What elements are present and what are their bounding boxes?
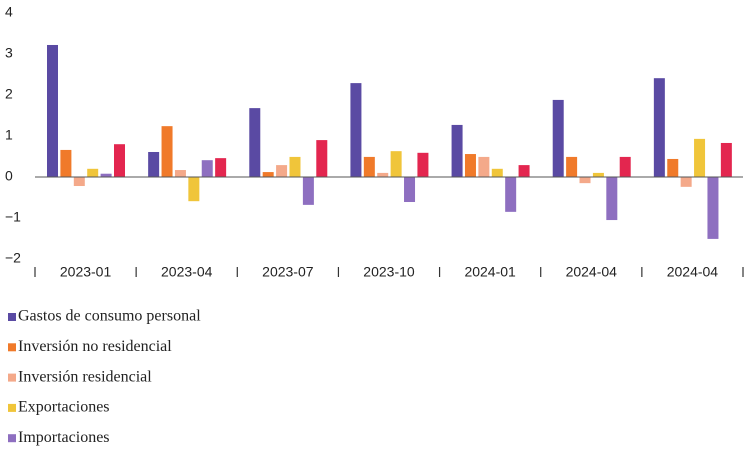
legend-label: Gastos de consumo personal xyxy=(18,308,201,325)
bar xyxy=(720,142,732,177)
bar xyxy=(161,126,173,177)
y-tick-label: 3 xyxy=(5,45,13,61)
y-tick-label: 2 xyxy=(5,86,13,102)
x-tick-label: 2023-10 xyxy=(363,264,415,280)
bar xyxy=(249,108,261,177)
bar xyxy=(100,173,112,177)
legend-swatch xyxy=(8,373,16,382)
bar xyxy=(694,138,706,177)
y-tick-label: −1 xyxy=(5,209,21,225)
legend-swatch xyxy=(8,313,16,321)
bar xyxy=(350,83,362,177)
bar xyxy=(592,172,604,177)
y-tick-label: 4 xyxy=(5,4,13,20)
bar xyxy=(451,124,463,177)
y-tick-label: 1 xyxy=(5,127,13,143)
bar xyxy=(289,156,301,177)
bar xyxy=(302,177,314,205)
bar xyxy=(404,177,416,203)
bar xyxy=(667,158,679,177)
bar xyxy=(566,156,578,177)
x-tick-label: 2024-01 xyxy=(464,264,516,280)
x-tick-label: 2024-04 xyxy=(667,264,719,280)
bar xyxy=(478,156,490,177)
bar xyxy=(87,168,99,177)
bar xyxy=(276,165,288,177)
bar xyxy=(363,156,375,177)
bar xyxy=(518,165,530,177)
bar xyxy=(579,177,591,184)
bar xyxy=(47,44,58,178)
bar xyxy=(114,144,125,177)
bar xyxy=(606,177,618,221)
bar xyxy=(464,154,476,177)
bar xyxy=(174,170,186,177)
y-tick-label: −2 xyxy=(5,250,21,266)
x-tick-label: 2023-01 xyxy=(60,264,112,280)
bar xyxy=(215,158,227,177)
x-tick-label: 2024-04 xyxy=(566,264,618,280)
legend-label: Exportaciones xyxy=(18,399,110,416)
bar xyxy=(417,152,429,177)
bar xyxy=(390,151,402,177)
bar xyxy=(653,78,665,177)
x-tick-label: 2023-04 xyxy=(161,264,213,280)
legend-swatch xyxy=(8,343,16,352)
legend-swatch xyxy=(8,434,16,443)
legend-swatch xyxy=(8,403,16,412)
x-tick-label: 2023-07 xyxy=(262,264,314,280)
bar xyxy=(707,177,719,239)
bar xyxy=(680,177,692,187)
bar xyxy=(201,160,213,177)
legend-label: Importaciones xyxy=(18,429,110,446)
bar xyxy=(619,156,631,177)
legend-label: Inversión residencial xyxy=(18,368,152,385)
bar xyxy=(377,172,389,177)
bar xyxy=(188,177,200,202)
bar xyxy=(505,177,517,212)
legend-label: Inversión no residencial xyxy=(18,338,172,355)
y-tick-label: 0 xyxy=(5,168,13,184)
bar xyxy=(552,99,564,177)
bar xyxy=(491,168,503,177)
bar xyxy=(73,177,85,187)
bar xyxy=(148,151,160,177)
bar xyxy=(316,140,328,177)
bar xyxy=(60,149,72,177)
bar xyxy=(262,172,274,177)
